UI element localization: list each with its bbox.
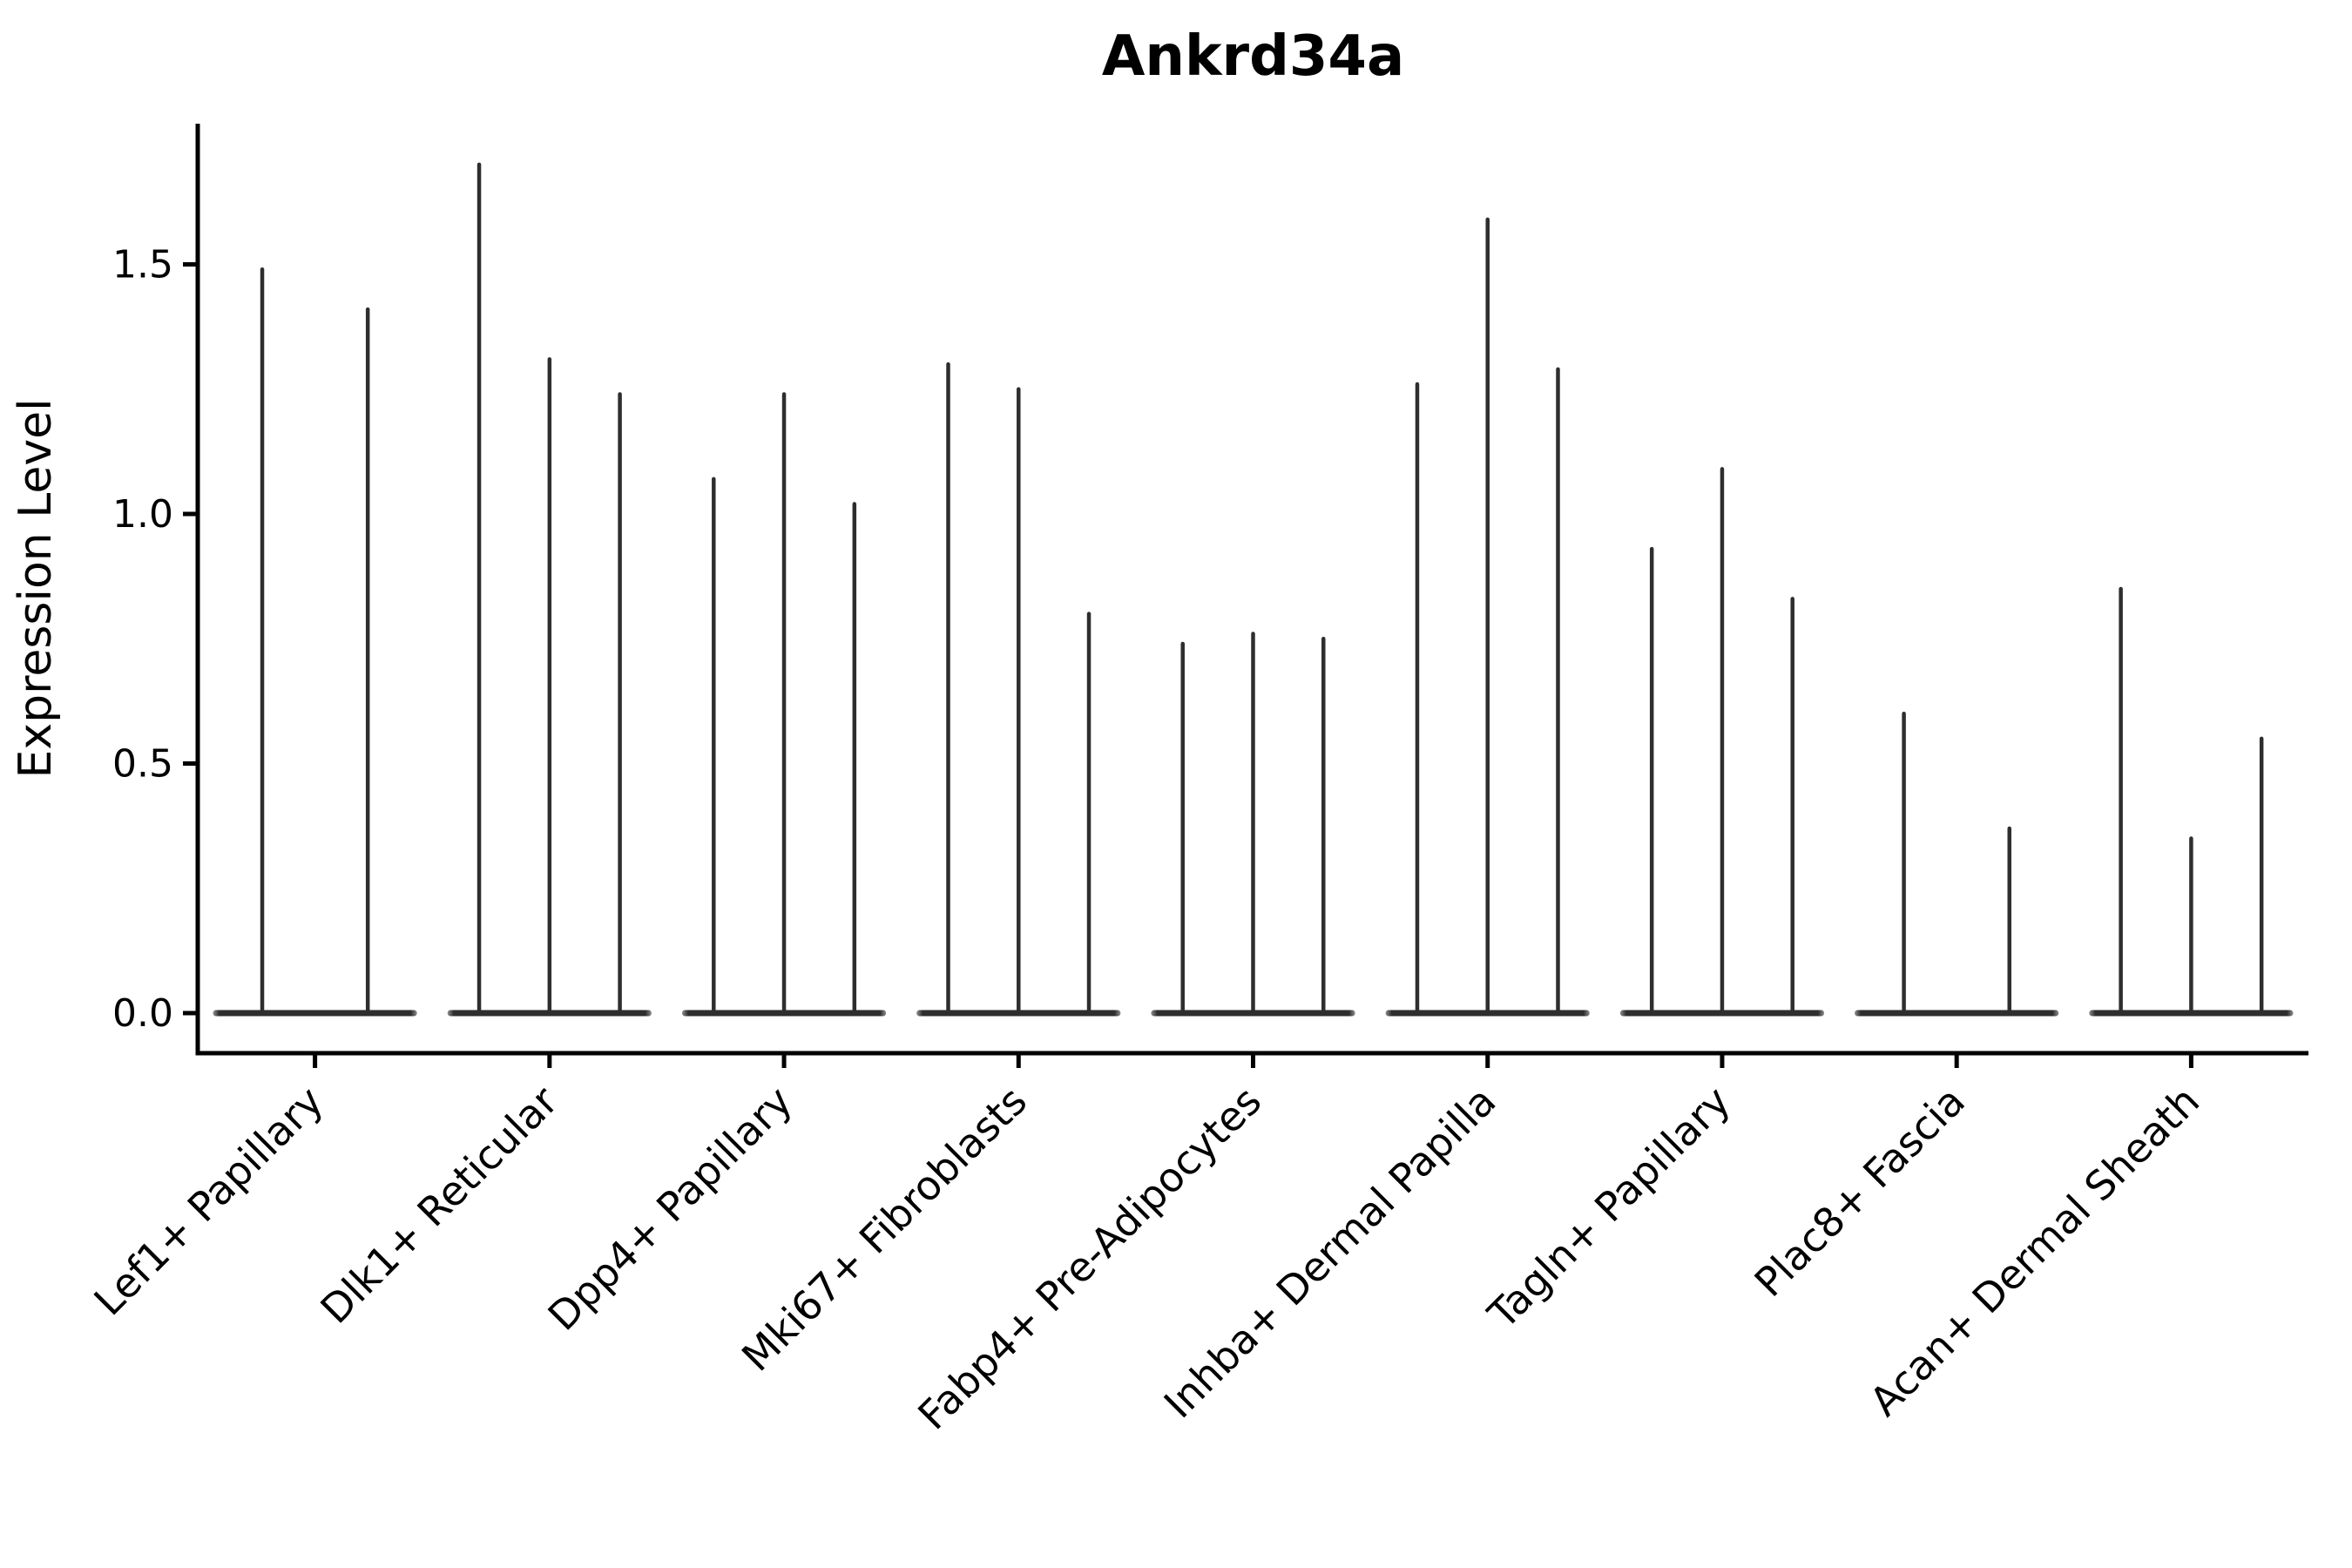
y-tick-label: 0.0 <box>112 991 173 1036</box>
y-tick-label: 1.0 <box>112 492 173 537</box>
x-tick-label: Dlk1+ Reticular <box>311 1078 566 1333</box>
violin-base <box>213 1010 417 1017</box>
chart-title: Ankrd34a <box>1101 24 1405 89</box>
y-tick-label: 0.5 <box>112 742 173 787</box>
x-tick-label: Tagln+ Papillary <box>1478 1078 1740 1339</box>
x-tick-label: Plac8+ Fascia <box>1746 1078 1974 1306</box>
x-tick-label: Dpp4+ Papillary <box>539 1078 801 1340</box>
x-tick-label: Lef1+ Papillary <box>84 1078 332 1325</box>
violin-base <box>1855 1010 2059 1017</box>
y-axis-label: Expression Level <box>10 398 62 778</box>
y-tick-label: 1.5 <box>112 243 173 287</box>
